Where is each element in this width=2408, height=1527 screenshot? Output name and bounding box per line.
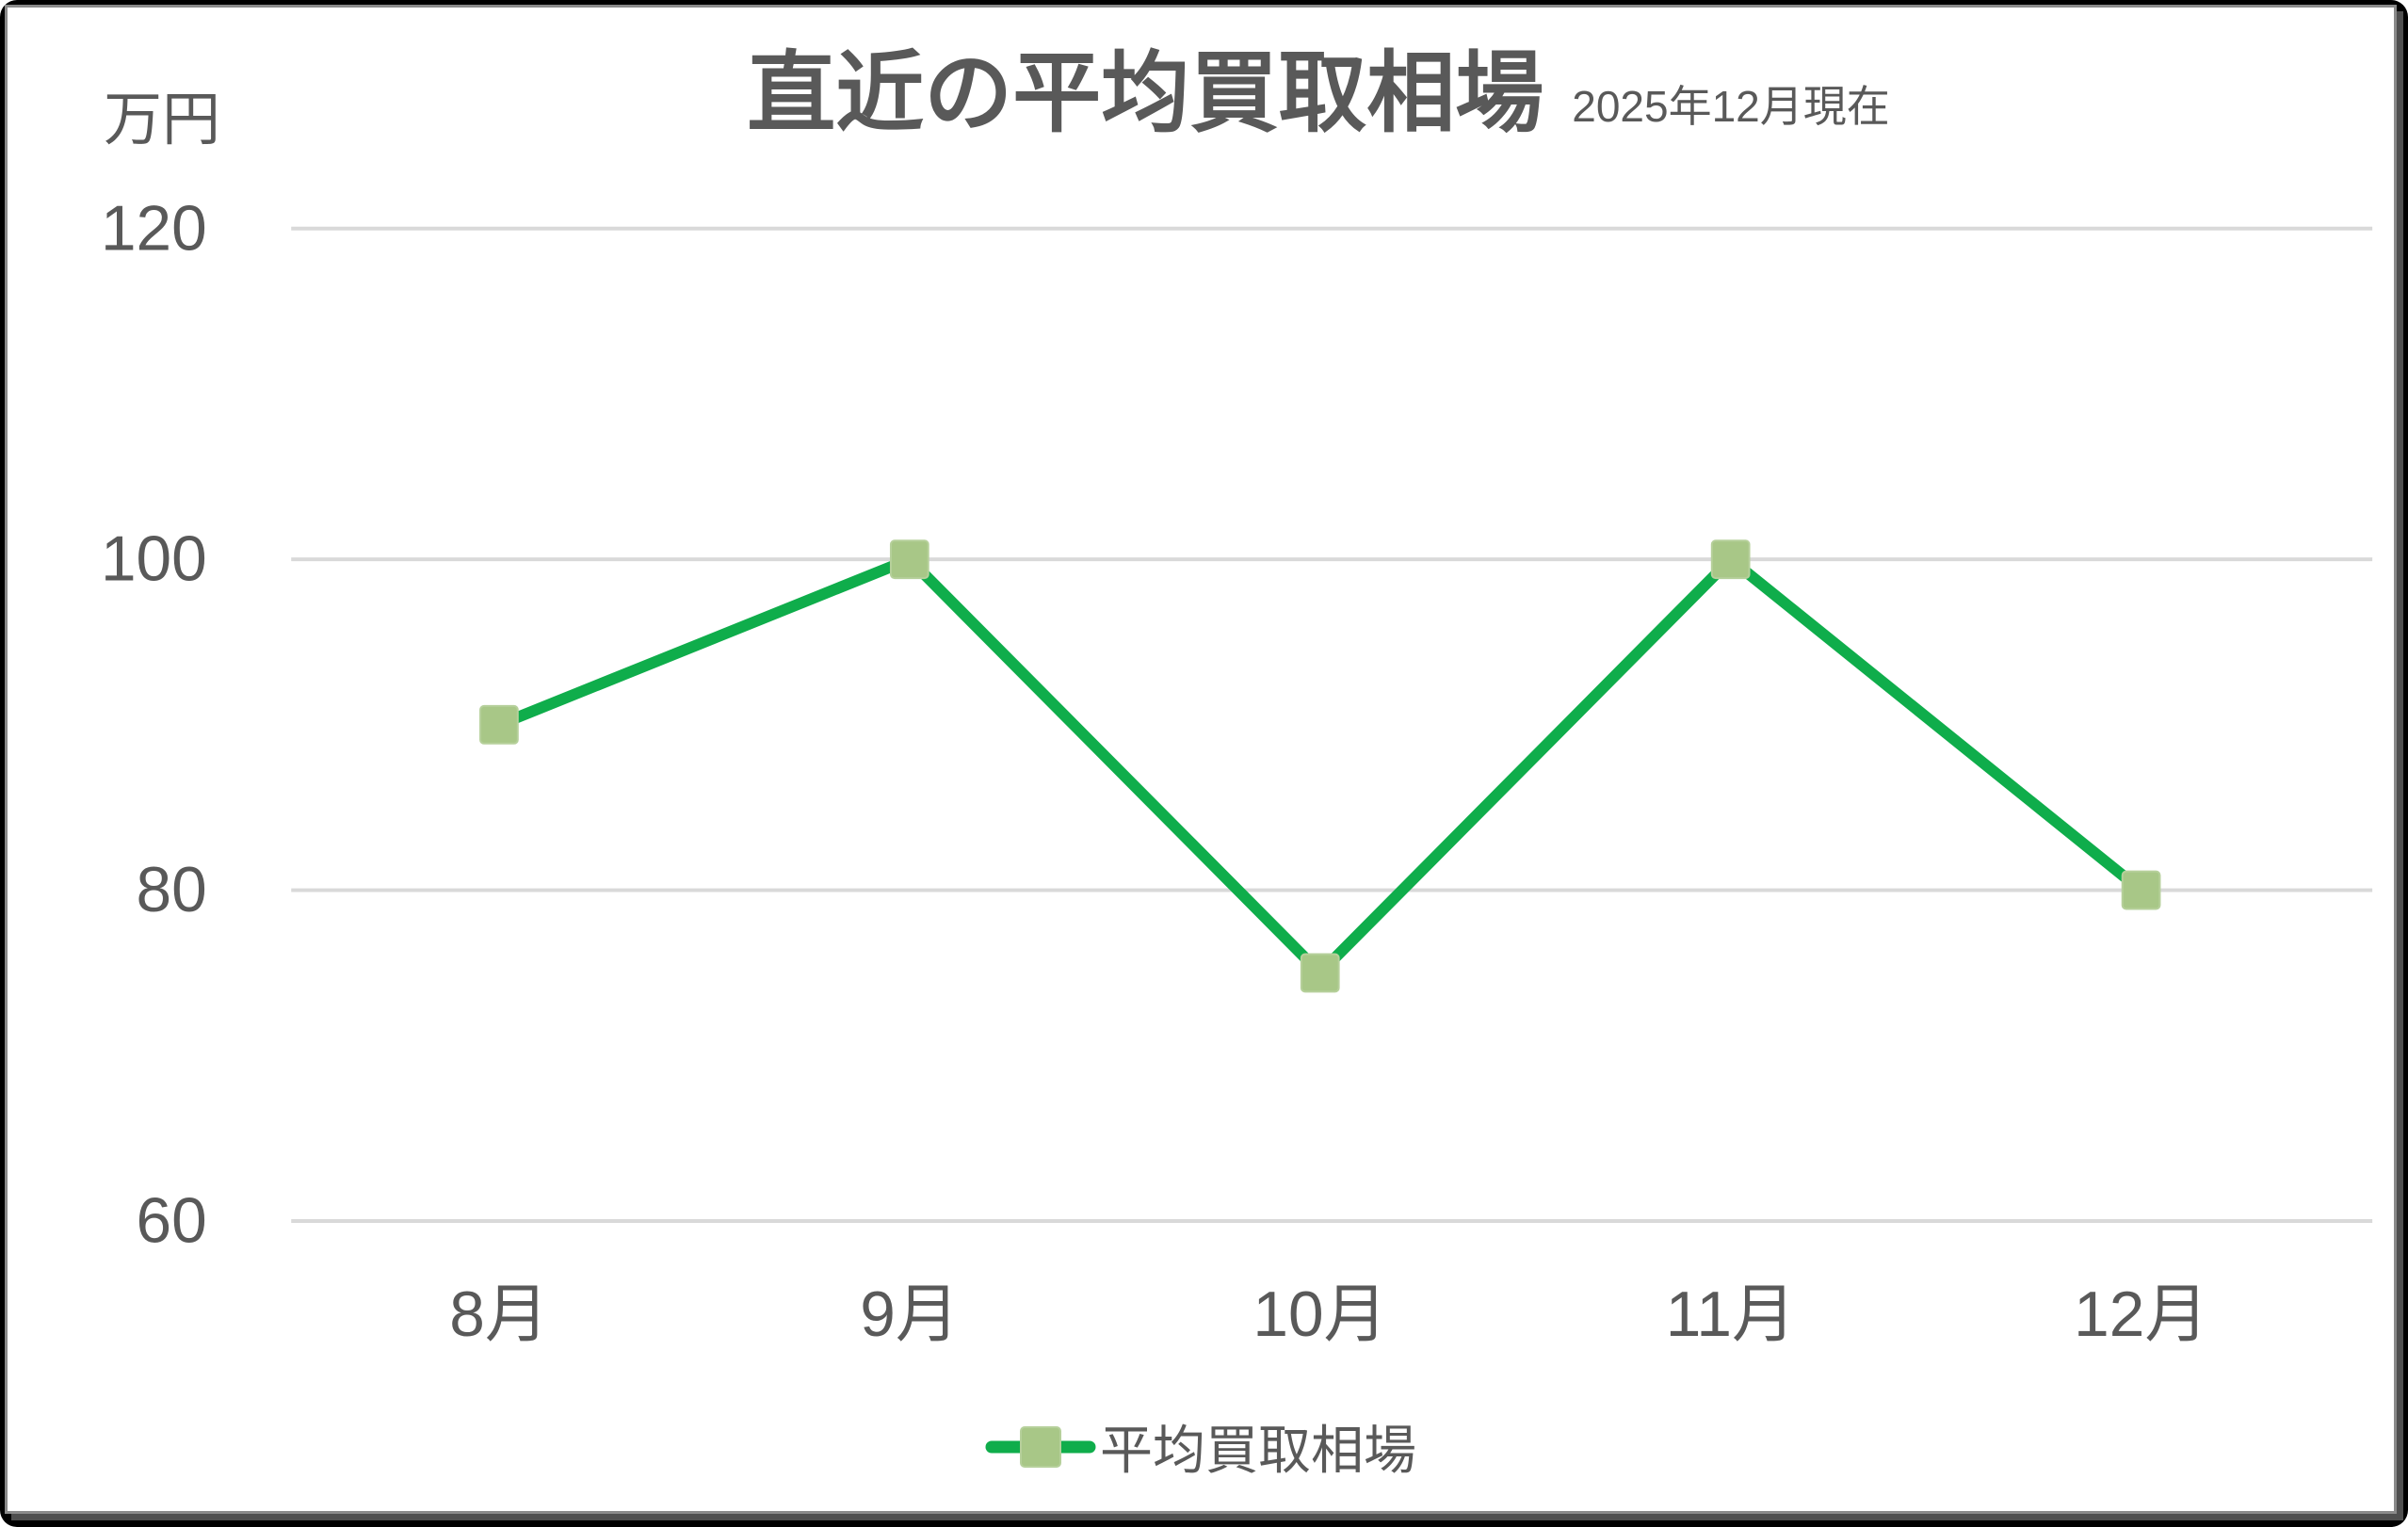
- chart-canvas: 直近の平均買取相場 2025年12月現在 万円 120 100 80 60 8月 9月 10…: [5, 5, 2397, 1514]
- legend-series-icon: [985, 1425, 1096, 1468]
- y-tick-label: 100: [101, 524, 207, 595]
- data-point-marker: [889, 539, 929, 580]
- y-axis-unit-label: 万円: [104, 88, 221, 153]
- y-tick-label: 80: [137, 855, 207, 925]
- legend-series-label: 平均買取相場: [1100, 1421, 1416, 1480]
- data-line: [493, 554, 2147, 979]
- legend-marker-sample: [1020, 1425, 1061, 1468]
- x-axis-label: 11月: [1666, 1279, 1796, 1350]
- data-point-marker: [479, 704, 519, 745]
- legend: 平均買取相場: [8, 1408, 2394, 1485]
- x-axis-label: 10月: [1252, 1279, 1387, 1350]
- line-chart: 120 100 80 60 8月 9月 10月 11月 12月: [101, 193, 2373, 1350]
- x-axis-label: 8月: [449, 1279, 548, 1350]
- y-tick-label: 60: [137, 1185, 207, 1256]
- x-axis-label: 12月: [2074, 1279, 2208, 1350]
- data-point-marker: [1300, 953, 1340, 993]
- data-point-marker: [2121, 870, 2161, 910]
- data-point-marker: [1710, 539, 1751, 580]
- y-tick-label: 120: [101, 193, 207, 264]
- x-axis-label: 9月: [860, 1279, 959, 1350]
